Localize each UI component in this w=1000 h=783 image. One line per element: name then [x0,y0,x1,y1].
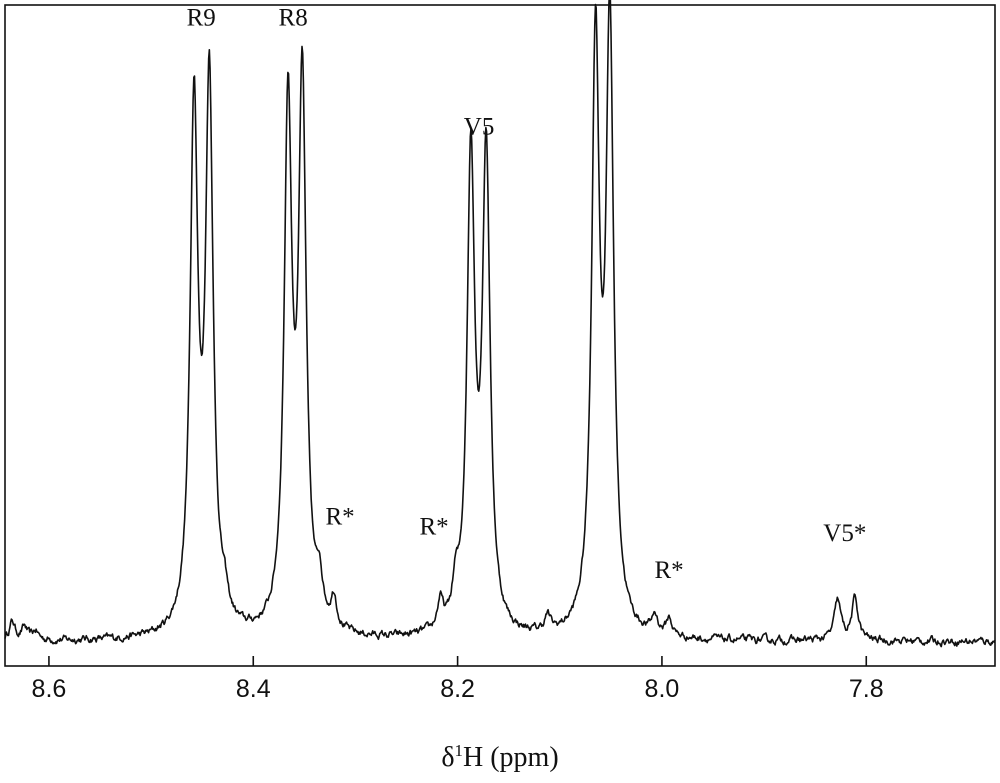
x-tick-label: 8.6 [32,675,67,703]
peak-label: R* [420,514,449,541]
plot-frame [4,4,996,667]
peak-label: R* [654,557,683,584]
x-tick-label: 8.2 [440,675,475,703]
peak-label: R9 [187,4,216,31]
peak-label: R8 [279,4,308,31]
spectrum-line [4,0,996,648]
x-tick-label: 7.8 [849,675,884,703]
peak-label: V5* [823,520,866,547]
peak-label: V5 [464,113,495,140]
x-axis-ticks: 8.6 8.4 8.2 8.0 7.8 [32,656,884,703]
peak-label: R* [326,503,355,530]
x-axis-title: δ1H (ppm) [441,741,558,773]
x-tick-label: 8.4 [236,675,271,703]
x-tick-label: 8.0 [645,675,680,703]
